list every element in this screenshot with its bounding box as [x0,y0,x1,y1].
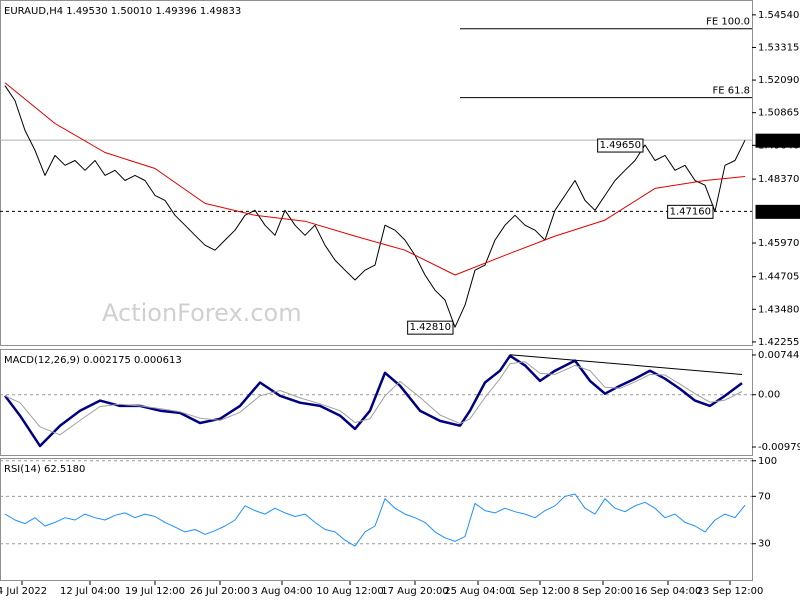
y-tick-label: -0.009794 [758,442,800,453]
x-tick-label: 19 Jul 12:00 [125,586,185,597]
x-tick-label: 3 Aug 04:00 [251,586,312,597]
x-tick-label: 17 Aug 20:00 [381,586,448,597]
price-annotation: 1.47160 [670,206,711,217]
y-tick-label: 1.44705 [758,272,799,283]
last-price-label-box [755,133,800,148]
trendline [509,354,743,375]
macd-panel [0,349,753,456]
panel-title: MACD(12,26,9) 0.002175 0.000613 [4,355,182,366]
y-tick-label: 30 [758,539,771,550]
series-line [4,82,746,276]
y-tick-label: 70 [758,491,771,502]
series-line [4,361,743,436]
y-tick-label: 0.007441 [758,350,800,361]
y-tick-label: 0.00 [758,390,780,401]
y-tick-label: 1.48370 [758,174,799,185]
fib-level-label: FE 100.0 [706,17,750,28]
x-tick-label: 12 Jul 04:00 [60,586,120,597]
watermark: ActionForex.com [102,299,302,327]
x-tick-label: 1 Sep 12:00 [510,586,570,597]
x-tick-label: 25 Aug 04:00 [444,586,511,597]
y-tick-label: 1.53315 [758,42,799,53]
panel-title: RSI(14) 62.5180 [4,464,85,475]
panel-title: EURAUD,H4 1.49530 1.50010 1.49396 1.4983… [4,6,241,17]
price-panel [0,0,753,346]
y-tick-label: 1.42255 [758,337,799,348]
x-tick-label: 8 Sep 20:00 [573,586,633,597]
price-annotation-box [597,138,644,153]
rsi-panel [0,458,753,581]
price-annotation: 1.49650 [600,140,641,151]
last-price-label: 1.49833 [758,135,799,146]
series-line [4,85,746,328]
support-label-box [755,204,800,219]
series-line [4,493,746,547]
x-tick-label: 16 Sep 04:00 [635,586,702,597]
x-tick-label: 26 Jul 20:00 [190,586,250,597]
x-tick-label: 23 Sep 12:00 [697,586,764,597]
price-annotation-box [407,320,454,335]
y-tick-label: 1.43480 [758,304,799,315]
y-tick-label: 100 [758,456,777,467]
y-tick-label: 1.50865 [758,108,799,119]
x-tick-label: 10 Aug 12:00 [316,586,383,597]
y-tick-label: 1.52090 [758,75,799,86]
x-tick-label: 4 Jul 2022 [0,586,47,597]
price-annotation-box [667,204,714,219]
support-label: 1.47160 [758,206,799,217]
price-annotation: 1.42810 [410,322,451,333]
y-tick-label: 1.45970 [758,238,799,249]
y-tick-label: 1.54540 [758,10,799,21]
fib-level-label: FE 61.8 [712,86,750,97]
